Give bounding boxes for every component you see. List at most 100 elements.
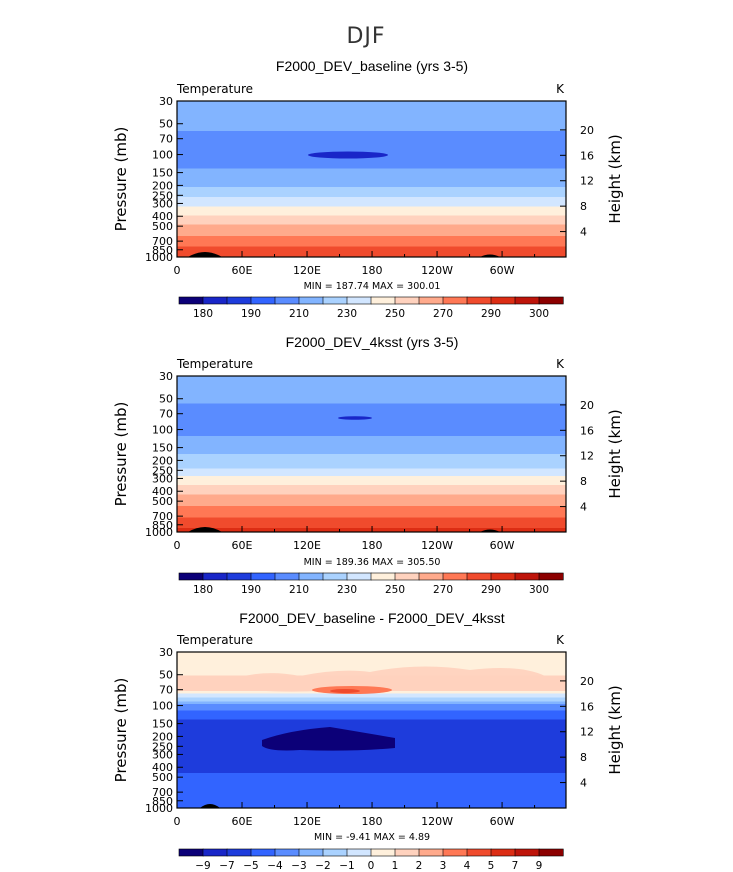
- x-tick-label: 0: [174, 264, 181, 277]
- colorbar-box: [226, 572, 252, 581]
- panel-2-field: [177, 376, 566, 532]
- colorbar-label: 230: [337, 584, 357, 596]
- colorbar-label: −4: [267, 860, 283, 872]
- panel-2-ylabel: Pressure (mb): [112, 402, 130, 507]
- panel-1-ylabel-right: Height (km): [606, 134, 624, 223]
- y-right-tick-label: 16: [580, 700, 594, 713]
- colorbar-box: [346, 848, 372, 857]
- y-tick-label: 1000: [145, 526, 173, 539]
- panel-2-title: F2000_DEV_4ksst (yrs 3-5): [286, 334, 459, 350]
- x-tick-label: 120E: [293, 264, 321, 277]
- colorbar-label: 190: [241, 584, 261, 596]
- panel-1-frame: [176, 100, 567, 258]
- panel-3-left-label: Temperature: [176, 633, 253, 647]
- y-tick-label: 50: [159, 669, 173, 682]
- colorbar-box: [274, 848, 300, 857]
- colorbar-box: [250, 848, 276, 857]
- y-tick-label: 70: [159, 684, 173, 697]
- colorbar-label: 250: [385, 584, 405, 596]
- y-tick-label: 850: [152, 519, 173, 532]
- colorbar-box: [466, 572, 492, 581]
- panel-1-units: K: [556, 82, 565, 96]
- colorbar-label: −7: [219, 860, 234, 872]
- y-tick-label: 200: [152, 454, 173, 467]
- y-tick-label: 700: [152, 786, 173, 799]
- panel-3: F2000_DEV_baseline - F2000_DEV_4ksst Tem…: [112, 610, 624, 872]
- x-tick-label: 60E: [232, 264, 253, 277]
- y-tick-label: 400: [152, 485, 173, 498]
- y-tick-label: 500: [152, 220, 173, 233]
- x-tick-label: 60E: [232, 539, 253, 552]
- colorbar-box: [178, 296, 204, 305]
- panel-2: F2000_DEV_4ksst (yrs 3-5) Temperature K …: [112, 334, 624, 596]
- colorbar-box: [346, 296, 372, 305]
- panel-3-min-max: MIN = -9.41 MAX = 4.89: [314, 832, 430, 843]
- colorbar-box: [490, 572, 516, 581]
- colorbar-box: [538, 848, 564, 857]
- panel-2-frame: [176, 375, 567, 533]
- y-tick-label: 400: [152, 210, 173, 223]
- colorbar-label: 270: [433, 584, 453, 596]
- y-right-tick-label: 8: [580, 751, 587, 764]
- y-right-tick-label: 4: [580, 501, 587, 514]
- y-tick-label: 300: [152, 472, 173, 485]
- colorbar-box: [250, 572, 276, 581]
- panel-3-upper-warm-lobes: [225, 666, 545, 692]
- y-tick-label: 150: [152, 442, 173, 455]
- colorbar-label: 4: [464, 860, 471, 872]
- y-tick-label: 70: [159, 408, 173, 421]
- colorbar-label: 230: [337, 308, 357, 320]
- panel-2-min-max: MIN = 189.36 MAX = 305.50: [304, 557, 441, 568]
- colorbar-box: [202, 296, 228, 305]
- y-right-tick-label: 16: [580, 424, 594, 437]
- x-tick-label: 60E: [232, 815, 253, 828]
- colorbar-box: [370, 848, 396, 857]
- x-tick-label: 120W: [421, 264, 453, 277]
- y-tick-label: 400: [152, 761, 173, 774]
- colorbar-box: [514, 296, 540, 305]
- panel-2-ylabel-right: Height (km): [606, 409, 624, 498]
- x-tick-label: 180: [362, 815, 383, 828]
- y-tick-label: 150: [152, 167, 173, 180]
- colorbar-box: [514, 572, 540, 581]
- colorbar-label: 180: [193, 308, 213, 320]
- panel-1-title: F2000_DEV_baseline (yrs 3-5): [276, 58, 468, 74]
- y-tick-label: 200: [152, 730, 173, 743]
- colorbar-label: 210: [289, 308, 309, 320]
- y-tick-label: 500: [152, 495, 173, 508]
- panel-2-colorbar: 180 190 210 230 250 270 290 300: [178, 572, 564, 596]
- colorbar-box: [442, 296, 468, 305]
- colorbar-label: 300: [529, 308, 549, 320]
- colorbar-box: [346, 572, 372, 581]
- colorbar-label: −1: [339, 860, 354, 872]
- colorbar-box: [370, 572, 396, 581]
- colorbar-box: [442, 848, 468, 857]
- colorbar-label: 0: [368, 860, 375, 872]
- y-tick-label: 850: [152, 795, 173, 808]
- panel-3-cold-anomaly: [262, 727, 395, 751]
- panel-3-ylabel: Pressure (mb): [112, 678, 130, 783]
- y-tick-label: 150: [152, 718, 173, 731]
- colorbar-box: [322, 572, 348, 581]
- colorbar-label: 7: [512, 860, 519, 872]
- colorbar-box: [226, 848, 252, 857]
- y-tick-label: 500: [152, 771, 173, 784]
- y-right-tick-label: 8: [580, 200, 587, 213]
- colorbar-box: [394, 296, 420, 305]
- colorbar-label: −9: [195, 860, 210, 872]
- colorbar-box: [226, 296, 252, 305]
- colorbar-label: −3: [291, 860, 306, 872]
- y-right-tick-label: 20: [580, 124, 594, 137]
- y-tick-label: 1000: [145, 251, 173, 264]
- panel-2-y-ticks-right: 20 16 12 8 4: [560, 399, 594, 514]
- colorbar-label: 250: [385, 308, 405, 320]
- colorbar-box: [202, 572, 228, 581]
- y-tick-label: 850: [152, 244, 173, 257]
- panel-1-y-ticks-right: 20 16 12 8 4: [560, 124, 594, 239]
- x-tick-label: 180: [362, 264, 383, 277]
- colorbar-box: [298, 572, 324, 581]
- colorbar-box: [394, 848, 420, 857]
- panel-3-colorbar: −9 −7 −5 −4 −3 −2 −1 0 1 2 3 4 5 7 9: [178, 848, 564, 872]
- colorbar-box: [538, 296, 564, 305]
